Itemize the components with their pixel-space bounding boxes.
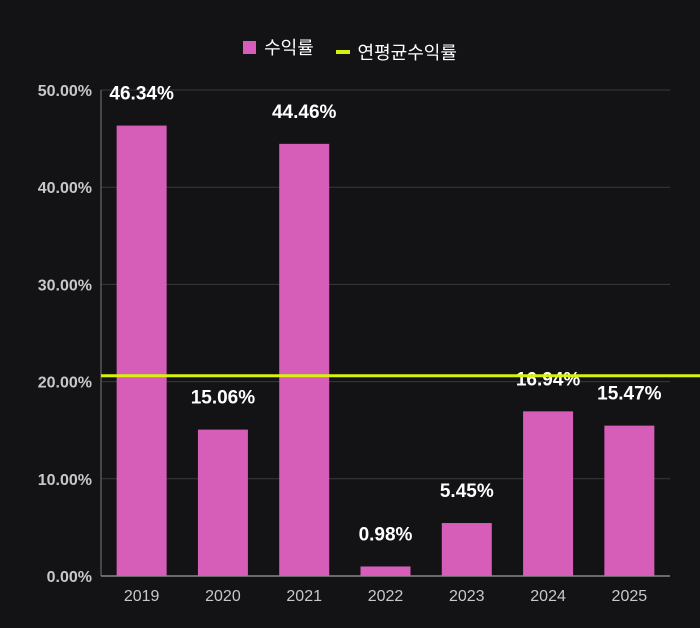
bar-2023[interactable] bbox=[441, 523, 492, 576]
bar-2025[interactable] bbox=[604, 425, 655, 576]
bar-2024[interactable] bbox=[523, 411, 574, 576]
data-label: 15.06% bbox=[191, 388, 256, 409]
bar-2022[interactable] bbox=[360, 566, 411, 576]
legend-label-returns: 수익률 bbox=[264, 38, 314, 59]
x-tick-label: 2020 bbox=[205, 588, 241, 605]
data-label: 44.46% bbox=[272, 102, 337, 123]
legend-label-annual-avg: 연평균수익률 bbox=[357, 42, 457, 64]
y-tick-label: 50.00% bbox=[38, 83, 92, 100]
x-tick-label: 2022 bbox=[368, 588, 404, 605]
y-tick-label: 40.00% bbox=[38, 180, 92, 197]
y-tick-label: 30.00% bbox=[38, 277, 92, 294]
y-tick-label: 0.00% bbox=[47, 569, 92, 586]
bar-2020[interactable] bbox=[197, 429, 248, 576]
x-tick-label: 2025 bbox=[612, 588, 648, 605]
data-label: 5.45% bbox=[440, 481, 494, 502]
x-tick-label: 2023 bbox=[449, 588, 485, 605]
y-tick-label: 10.00% bbox=[38, 472, 92, 489]
data-label: 16.94% bbox=[516, 369, 581, 390]
x-tick-label: 2019 bbox=[124, 588, 160, 605]
data-label: 0.98% bbox=[359, 524, 413, 545]
y-tick-label: 20.00% bbox=[38, 375, 92, 392]
x-tick-label: 2021 bbox=[286, 588, 322, 605]
legend-swatch-bar bbox=[243, 40, 257, 54]
legend-item-annual-avg[interactable]: 연평균수익률 bbox=[335, 39, 457, 65]
x-tick-label: 2024 bbox=[530, 588, 566, 605]
legend-item-returns[interactable]: 수익률 bbox=[243, 34, 314, 60]
data-label: 46.34% bbox=[109, 84, 174, 105]
data-label: 15.47% bbox=[597, 384, 662, 405]
bar-2019[interactable] bbox=[116, 125, 167, 577]
legend-swatch-line bbox=[335, 49, 350, 54]
bar-2021[interactable] bbox=[279, 143, 330, 576]
chart-legend: 수익률 연평균수익률 bbox=[0, 34, 700, 65]
